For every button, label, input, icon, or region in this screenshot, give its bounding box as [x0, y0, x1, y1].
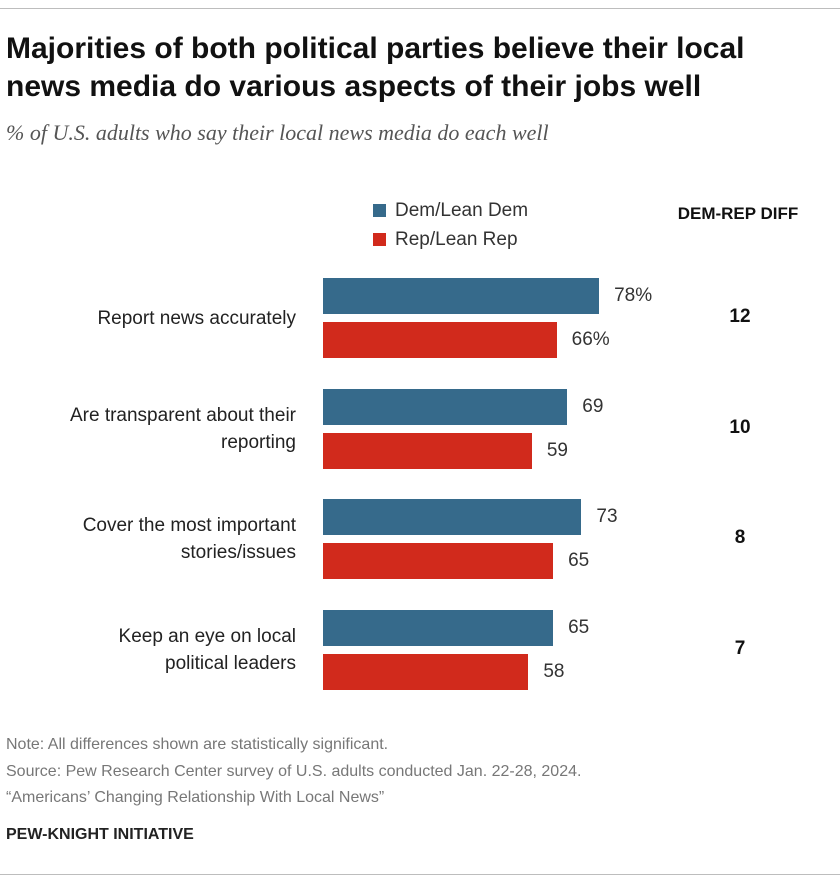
note-text: Note: All differences shown are statisti… [6, 736, 389, 753]
legend: Dem/Lean Dem Rep/Lean Rep [373, 196, 528, 254]
bar-value-label-rep: 66% [571, 329, 610, 350]
category-label-line: Are transparent about their [69, 405, 296, 426]
category-label: Cover the most important stories/issues [83, 512, 296, 566]
legend-swatch-rep [373, 233, 386, 246]
bar-value-label-rep: 58 [543, 661, 565, 682]
bar-dem [323, 389, 568, 425]
category-label: Keep an eye on local political leaders [119, 623, 296, 677]
legend-swatch-dem [373, 204, 386, 217]
category-label: Are transparent about their reporting [70, 402, 296, 456]
bar-value-label-dem: 73 [596, 506, 618, 527]
legend-item-dem: Dem/Lean Dem [373, 196, 528, 225]
bar-rep [323, 433, 532, 469]
bar-rep [323, 322, 557, 358]
diff-value: 10 [729, 417, 751, 438]
category-label-line: Cover the most important [82, 515, 296, 536]
category-label-line: Keep an eye on local [118, 626, 296, 647]
diff-value: 8 [734, 527, 746, 548]
category-label-line: reporting [221, 432, 296, 453]
legend-label-rep: Rep/Lean Rep [395, 228, 518, 250]
bar-dem [323, 278, 600, 314]
top-rule [0, 8, 840, 9]
category-label-line: political leaders [165, 653, 296, 674]
brand-label: PEW-KNIGHT INITIATIVE [6, 826, 194, 843]
category-label-line: Report news accurately [97, 307, 296, 329]
diff-column-header: DEM-REP DIFF [677, 204, 799, 223]
chart-title: Majorities of both political parties bel… [6, 32, 745, 103]
bar-dem [323, 499, 582, 535]
category-label: Report news accurately [97, 305, 296, 332]
bar-value-label-rep: 65 [568, 550, 590, 571]
legend-label-dem: Dem/Lean Dem [395, 199, 529, 221]
source-text: Source: Pew Research Center survey of U.… [6, 763, 582, 780]
bar-rep [323, 543, 554, 579]
bar-rep [323, 654, 529, 690]
bottom-rule [0, 874, 840, 875]
chart-subtitle: % of U.S. adults who say their local new… [6, 120, 549, 145]
bar-value-label-dem: 69 [582, 396, 604, 417]
legend-item-rep: Rep/Lean Rep [373, 225, 528, 254]
category-label-line: stories/issues [180, 542, 296, 563]
diff-value: 12 [729, 306, 751, 327]
bar-value-label-rep: 59 [546, 440, 568, 461]
bar-dem [323, 610, 554, 646]
bar-value-label-dem: 78% [614, 285, 653, 306]
report-title-text: “Americans’ Changing Relationship With L… [6, 789, 385, 806]
bar-value-label-dem: 65 [568, 617, 590, 638]
diff-value: 7 [734, 638, 746, 659]
